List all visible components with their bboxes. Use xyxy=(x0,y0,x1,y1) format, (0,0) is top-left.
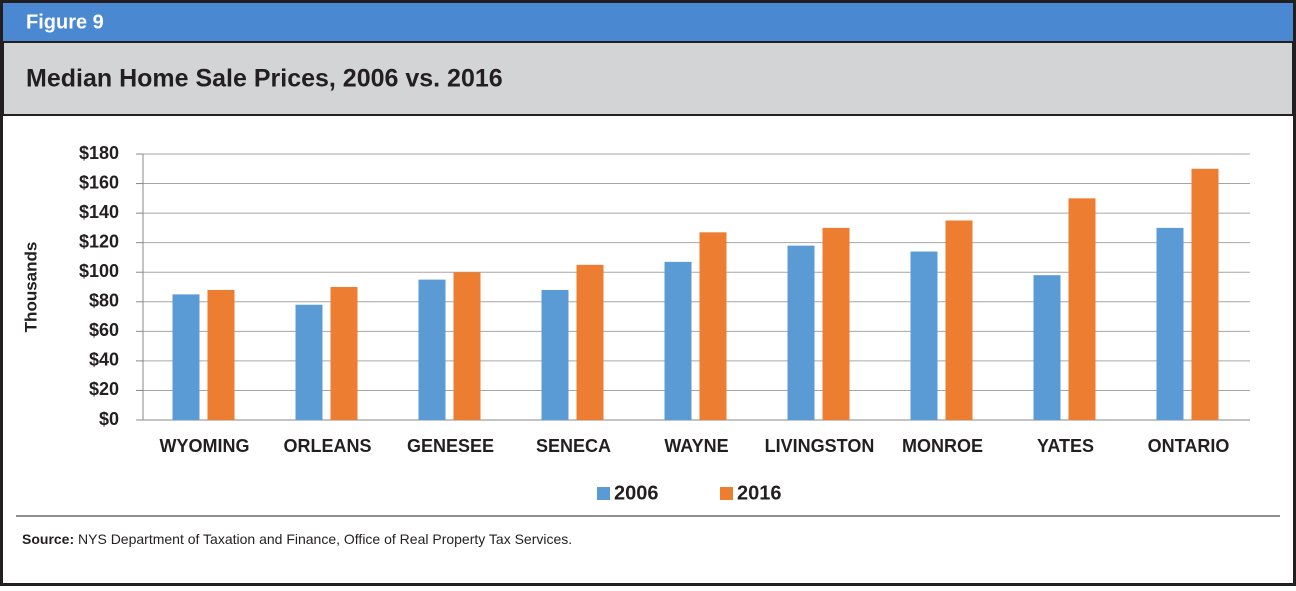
figure-banner xyxy=(3,3,1293,41)
bar xyxy=(1156,227,1184,420)
source: Source: NYS Department of Taxation and F… xyxy=(22,531,572,547)
source-label: Source: xyxy=(22,531,74,547)
bar xyxy=(418,279,446,420)
bar xyxy=(822,227,850,420)
bar xyxy=(207,289,235,420)
title-bar xyxy=(2,41,1294,116)
y-tick-label: $100 xyxy=(79,261,119,281)
bar xyxy=(453,272,481,420)
y-tick-label: $0 xyxy=(99,409,119,429)
x-tick-label: MONROE xyxy=(902,436,983,456)
chart-title: Median Home Sale Prices, 2006 vs. 2016 xyxy=(26,65,503,93)
y-tick-label: $60 xyxy=(89,320,119,340)
x-tick-label: SENECA xyxy=(536,436,611,456)
bar xyxy=(576,264,604,420)
y-tick-label: $40 xyxy=(89,350,119,370)
bar xyxy=(910,251,938,420)
bar xyxy=(1191,168,1219,420)
x-tick-label: ONTARIO xyxy=(1148,436,1230,456)
y-axis-label: Thousands xyxy=(21,242,40,333)
bar xyxy=(1068,198,1096,420)
source-text: NYS Department of Taxation and Finance, … xyxy=(78,531,572,547)
y-tick-label: $20 xyxy=(89,379,119,399)
y-tick-label: $180 xyxy=(79,143,119,163)
bar xyxy=(664,261,692,420)
x-tick-label: WAYNE xyxy=(664,436,728,456)
bar xyxy=(1033,275,1061,420)
legend-swatch xyxy=(720,487,733,500)
legend-label: 2016 xyxy=(737,482,782,504)
x-tick-label: YATES xyxy=(1037,436,1094,456)
x-tick-label: WYOMING xyxy=(160,436,250,456)
y-tick-label: $120 xyxy=(79,231,119,251)
y-tick-label: $160 xyxy=(79,172,119,192)
x-tick-label: GENESEE xyxy=(407,436,494,456)
bar xyxy=(787,245,815,420)
bar xyxy=(541,289,569,420)
x-tick-label: LIVINGSTON xyxy=(765,436,875,456)
figure-label: Figure 9 xyxy=(26,11,104,33)
legend-swatch xyxy=(597,487,610,500)
bar xyxy=(172,294,200,420)
bar xyxy=(295,304,323,420)
legend-label: 2006 xyxy=(614,482,659,504)
bar xyxy=(330,287,358,420)
y-tick-label: $80 xyxy=(89,291,119,311)
bar xyxy=(699,232,727,420)
y-tick-label: $140 xyxy=(79,202,119,222)
x-tick-label: ORLEANS xyxy=(283,436,371,456)
bar xyxy=(945,220,973,420)
